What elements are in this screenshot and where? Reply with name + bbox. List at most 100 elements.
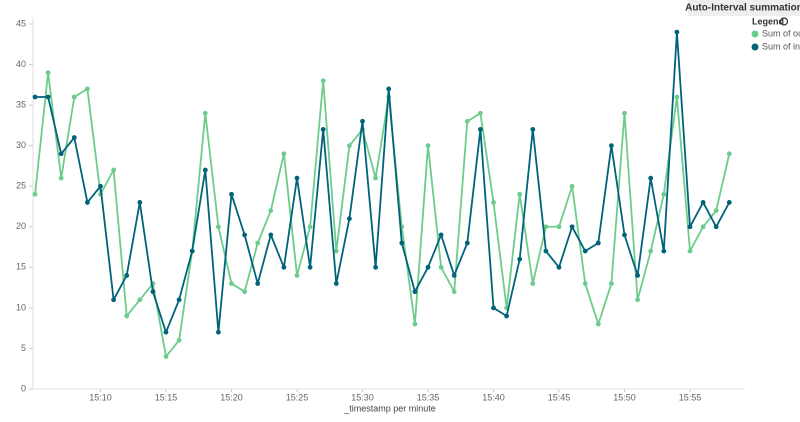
data-point[interactable] [438, 264, 444, 270]
data-point[interactable] [32, 191, 38, 197]
data-point[interactable] [517, 256, 523, 262]
data-point[interactable] [700, 200, 706, 205]
data-point[interactable] [622, 232, 627, 238]
data-point[interactable] [464, 240, 470, 246]
data-point[interactable] [700, 224, 706, 230]
data-point[interactable] [635, 297, 640, 303]
data-point[interactable] [491, 305, 496, 311]
data-point[interactable] [281, 264, 287, 270]
data-point[interactable] [137, 200, 143, 205]
data-point[interactable] [609, 143, 614, 149]
data-point[interactable] [229, 281, 234, 286]
data-point[interactable] [360, 118, 365, 124]
data-point[interactable] [556, 264, 562, 270]
data-point[interactable] [674, 94, 680, 100]
data-point[interactable] [229, 191, 234, 197]
data-point[interactable] [85, 200, 90, 205]
data-point[interactable] [661, 191, 667, 197]
data-point[interactable] [504, 313, 509, 319]
data-point[interactable] [32, 94, 38, 100]
data-point[interactable] [320, 78, 326, 84]
data-point[interactable] [399, 240, 405, 246]
data-point[interactable] [713, 224, 719, 230]
data-point[interactable] [609, 281, 614, 286]
data-point[interactable] [478, 127, 483, 132]
data-point[interactable] [425, 143, 431, 149]
data-point[interactable] [347, 143, 352, 149]
data-point[interactable] [726, 151, 732, 157]
data-point[interactable] [176, 297, 182, 303]
data-point[interactable] [726, 200, 732, 205]
data-point[interactable] [478, 110, 483, 116]
data-point[interactable] [648, 175, 654, 181]
data-point[interactable] [71, 135, 77, 140]
data-point[interactable] [595, 321, 601, 327]
data-point[interactable] [543, 248, 549, 254]
data-point[interactable] [569, 224, 575, 230]
data-point[interactable] [216, 224, 221, 230]
data-point[interactable] [347, 216, 352, 222]
legend-toggle-icon[interactable] [779, 17, 789, 26]
data-point[interactable] [517, 191, 523, 197]
data-point[interactable] [373, 264, 378, 270]
data-point[interactable] [373, 175, 378, 181]
data-point[interactable] [320, 127, 326, 132]
data-point[interactable] [556, 224, 562, 230]
data-point[interactable] [163, 329, 169, 335]
data-point[interactable] [491, 200, 496, 205]
data-point[interactable] [189, 248, 195, 254]
data-point[interactable] [582, 248, 588, 254]
data-point[interactable] [530, 127, 536, 132]
data-point[interactable] [386, 86, 392, 92]
data-point[interactable] [111, 167, 116, 173]
data-point[interactable] [45, 70, 51, 76]
data-point[interactable] [137, 297, 143, 303]
data-point[interactable] [543, 224, 549, 230]
data-point[interactable] [687, 248, 693, 254]
legend-title[interactable]: Legend [752, 16, 784, 26]
data-point[interactable] [202, 167, 208, 173]
data-point[interactable] [255, 281, 261, 286]
data-point[interactable] [713, 208, 719, 213]
data-point[interactable] [268, 232, 274, 238]
data-point[interactable] [333, 248, 339, 254]
data-point[interactable] [242, 289, 248, 295]
data-point[interactable] [412, 321, 418, 327]
data-point[interactable] [45, 94, 51, 100]
data-point[interactable] [216, 329, 221, 335]
data-point[interactable] [124, 273, 130, 278]
data-point[interactable] [661, 248, 667, 254]
data-point[interactable] [202, 110, 208, 116]
data-point[interactable] [124, 313, 130, 319]
data-point[interactable] [412, 289, 418, 295]
data-point[interactable] [530, 281, 536, 286]
data-point[interactable] [451, 273, 457, 278]
legend-label[interactable]: Sum of out [762, 28, 800, 38]
data-point[interactable] [464, 118, 470, 124]
data-point[interactable] [425, 264, 431, 270]
data-point[interactable] [176, 337, 182, 343]
data-point[interactable] [569, 183, 575, 189]
data-point[interactable] [255, 240, 261, 246]
data-point[interactable] [281, 151, 287, 157]
data-point[interactable] [687, 224, 693, 230]
data-point[interactable] [307, 224, 313, 230]
data-point[interactable] [622, 110, 627, 116]
data-point[interactable] [648, 248, 654, 254]
data-point[interactable] [595, 240, 601, 246]
data-point[interactable] [438, 232, 444, 238]
data-point[interactable] [242, 232, 248, 238]
data-point[interactable] [58, 151, 64, 157]
data-point[interactable] [268, 208, 274, 213]
data-point[interactable] [71, 94, 77, 100]
data-point[interactable] [85, 86, 90, 92]
legend-swatch[interactable] [751, 30, 759, 38]
data-point[interactable] [163, 354, 169, 359]
data-point[interactable] [307, 264, 313, 270]
data-point[interactable] [111, 297, 116, 303]
data-point[interactable] [674, 29, 680, 35]
data-point[interactable] [98, 183, 103, 189]
data-point[interactable] [333, 281, 339, 286]
legend-swatch[interactable] [751, 43, 759, 51]
data-point[interactable] [294, 175, 300, 181]
